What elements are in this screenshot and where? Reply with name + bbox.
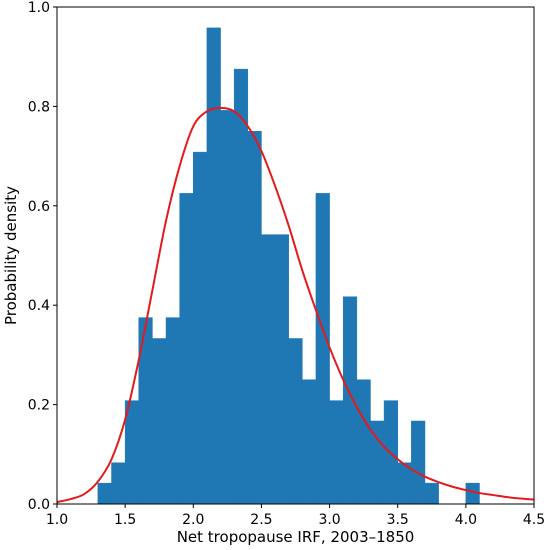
y-tick-label: 0.2 [28, 398, 50, 414]
y-tick-label: 0.8 [28, 99, 50, 115]
histogram-bar-17 [329, 400, 344, 505]
y-axis-label: Probability density [2, 186, 20, 325]
histogram-bar-8 [206, 27, 221, 505]
plot-area-frame [56, 6, 535, 505]
histogram-bars [97, 27, 480, 505]
y-tick-label: 0.0 [28, 497, 50, 513]
histogram-bar-19 [356, 379, 371, 505]
histogram-bar-5 [165, 317, 180, 505]
histogram-bar-12 [261, 234, 276, 505]
histogram-bar-6 [179, 193, 194, 505]
histogram-bar-18 [342, 296, 358, 505]
y-tick-label: 1.0 [28, 0, 50, 16]
x-tick-label: 1.0 [46, 512, 68, 528]
x-tick-label: 2.5 [250, 512, 272, 528]
histogram-bar-9 [220, 110, 235, 505]
x-axis-ticks: 1.0 1.5 2.0 2.5 3.0 3.5 4.0 4.5 [46, 504, 545, 528]
histogram-bar-2 [124, 400, 140, 505]
y-axis-ticks: 0.0 0.2 0.4 0.6 0.8 1.0 [28, 0, 57, 513]
histogram-bar-0 [97, 482, 112, 505]
fitted-density-curve [56, 106, 535, 503]
histogram-bar-23 [411, 420, 426, 505]
x-tick-label: 1.5 [114, 512, 136, 528]
histogram-bar-24 [424, 482, 439, 505]
histogram-bar-1 [111, 462, 126, 505]
y-tick-label: 0.6 [28, 199, 50, 215]
histogram-bar-16 [315, 193, 330, 505]
histogram-bar-15 [302, 379, 317, 505]
histogram-bar-7 [193, 151, 208, 505]
x-tick-label: 3.5 [387, 512, 409, 528]
x-tick-label: 2.0 [182, 512, 204, 528]
histogram-bar-10 [233, 68, 249, 505]
histogram-bar-11 [247, 131, 262, 505]
x-tick-label: 4.0 [455, 512, 477, 528]
x-tick-label: 3.0 [318, 512, 340, 528]
histogram-bar-13 [274, 234, 289, 505]
x-tick-label: 4.5 [523, 512, 545, 528]
y-tick-label: 0.4 [28, 298, 50, 314]
histogram-bar-4 [152, 338, 167, 505]
histogram-bar-14 [288, 338, 303, 505]
x-axis-label: Net tropopause IRF, 2003–1850 [177, 528, 415, 546]
